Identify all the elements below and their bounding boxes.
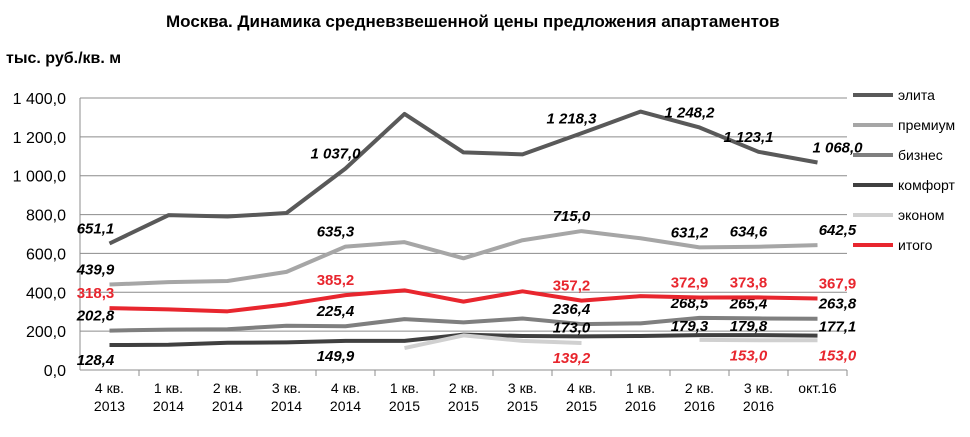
data-label: 367,9 xyxy=(819,276,857,293)
data-label: 385,2 xyxy=(317,272,355,289)
x-tick-label: 1 кв. xyxy=(626,380,655,396)
x-tick-label: 4 кв. xyxy=(331,380,360,396)
data-label: 635,3 xyxy=(317,224,355,241)
x-tick-label: 4 кв. xyxy=(567,380,596,396)
x-tick-label: 2015 xyxy=(389,398,420,414)
data-label: 236,4 xyxy=(552,301,591,318)
data-label: 179,3 xyxy=(671,318,709,335)
y-tick-label: 1 400,0 xyxy=(13,91,66,108)
x-tick-label: окт.16 xyxy=(798,380,837,396)
data-label: 225,4 xyxy=(316,303,355,320)
data-label: 263,8 xyxy=(818,296,857,313)
chart-title: Москва. Динамика средневзвешенной цены п… xyxy=(166,12,780,31)
y-tick-label: 1 000,0 xyxy=(13,169,66,186)
data-label: 149,9 xyxy=(317,348,355,365)
data-label: 1 068,0 xyxy=(812,140,863,157)
data-label: 373,8 xyxy=(730,274,768,291)
x-tick-label: 2 кв. xyxy=(449,380,478,396)
x-tick-label: 2016 xyxy=(684,398,715,414)
data-label: 1 218,3 xyxy=(546,110,597,127)
data-label: 128,4 xyxy=(77,352,115,369)
series-line-премиум xyxy=(109,229,818,287)
data-label: 357,2 xyxy=(553,278,591,295)
data-label: 651,1 xyxy=(77,221,115,238)
y-tick-label: 800,0 xyxy=(26,208,66,225)
x-tick-label: 2014 xyxy=(153,398,184,414)
data-label: 715,0 xyxy=(553,208,591,225)
x-tick-label: 1 кв. xyxy=(154,380,183,396)
series-line-итого xyxy=(109,288,818,314)
legend-label: итого xyxy=(898,237,933,253)
y-tick-label: 600,0 xyxy=(26,246,66,263)
x-tick-label: 3 кв. xyxy=(272,380,301,396)
x-tick-label: 2 кв. xyxy=(213,380,242,396)
data-label: 318,3 xyxy=(77,285,115,302)
y-tick-label: 400,0 xyxy=(26,285,66,302)
series-line-бизнес xyxy=(109,315,818,333)
data-label: 177,1 xyxy=(819,319,857,336)
legend-label: бизнес xyxy=(898,147,943,163)
data-label: 439,9 xyxy=(76,262,115,279)
x-tick-label: 2014 xyxy=(212,398,243,414)
x-tick-label: 1 кв. xyxy=(390,380,419,396)
data-label: 173,0 xyxy=(553,319,591,336)
data-label: 1 037,0 xyxy=(310,146,361,163)
y-tick-label: 1 200,0 xyxy=(13,130,66,147)
data-label: 179,8 xyxy=(730,318,768,335)
y-tick-label: 200,0 xyxy=(26,324,66,341)
x-tick-label: 2014 xyxy=(271,398,302,414)
x-tick-label: 4 кв. xyxy=(95,380,124,396)
x-tick-label: 2013 xyxy=(94,398,125,414)
x-tick-label: 2016 xyxy=(743,398,774,414)
x-tick-label: 2016 xyxy=(625,398,656,414)
legend-label: комфорт xyxy=(898,177,955,193)
data-label: 153,0 xyxy=(730,347,768,364)
data-label: 202,8 xyxy=(76,308,115,325)
legend-label: премиум xyxy=(898,117,955,133)
y-axis-label: тыс. руб./кв. м xyxy=(6,50,122,67)
data-label: 634,6 xyxy=(730,224,768,241)
legend-label: эконом xyxy=(898,207,944,223)
data-label: 153,0 xyxy=(819,347,857,364)
y-tick-label: 0,0 xyxy=(44,363,66,380)
x-tick-label: 2015 xyxy=(448,398,479,414)
data-label: 631,2 xyxy=(671,224,709,241)
x-tick-label: 3 кв. xyxy=(744,380,773,396)
x-tick-label: 2 кв. xyxy=(685,380,714,396)
data-label: 265,4 xyxy=(729,295,768,312)
data-label: 372,9 xyxy=(671,275,709,292)
legend-label: элита xyxy=(898,87,935,103)
data-label: 139,2 xyxy=(553,350,591,367)
x-tick-label: 2014 xyxy=(330,398,361,414)
data-label: 1 123,1 xyxy=(723,129,773,146)
data-label: 642,5 xyxy=(819,222,857,239)
x-tick-label: 2015 xyxy=(566,398,597,414)
series-line-элита xyxy=(108,109,818,246)
x-tick-label: 2015 xyxy=(507,398,538,414)
data-label: 1 248,2 xyxy=(664,104,715,121)
x-tick-label: 3 кв. xyxy=(508,380,537,396)
